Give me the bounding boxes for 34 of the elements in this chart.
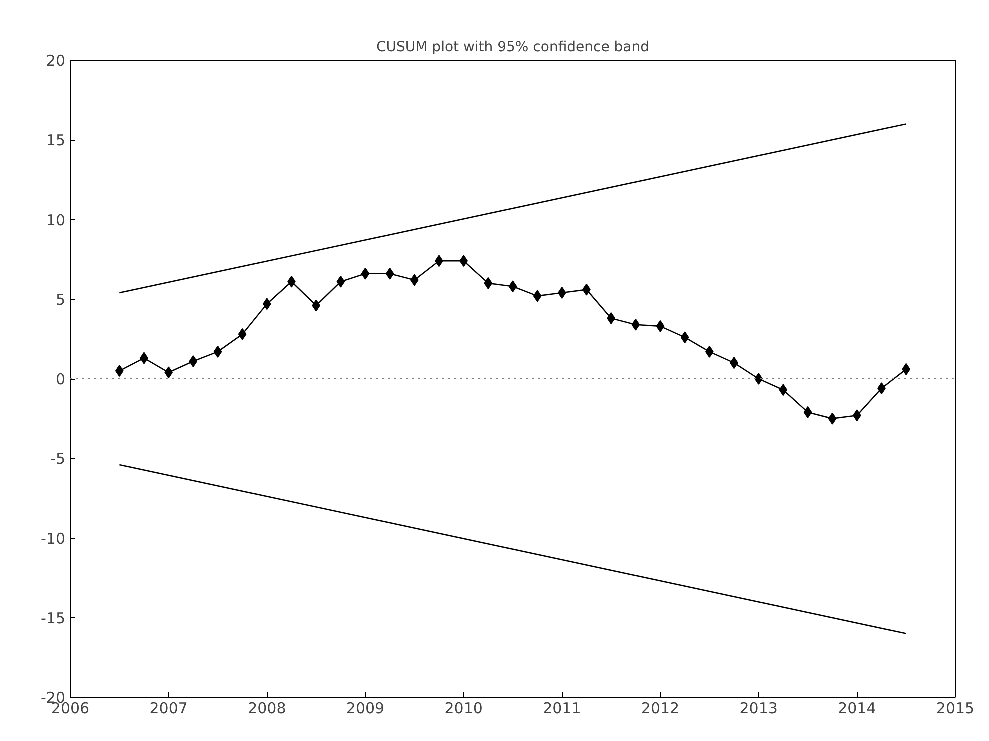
x-tick-label: 2011 [543, 700, 582, 718]
x-tick-label: 2012 [641, 700, 680, 718]
point [238, 328, 247, 340]
point [632, 318, 640, 331]
point [754, 373, 763, 385]
y-tick-label: -15 [41, 609, 66, 628]
y-tick-label: 20 [46, 52, 66, 70]
point [361, 268, 370, 280]
x-tick-label: 2010 [444, 700, 483, 718]
point [779, 384, 788, 396]
y-tick-label: -5 [50, 450, 66, 468]
x-tick-label: 2008 [248, 700, 286, 718]
point [214, 346, 222, 358]
chart-title: CUSUM plot with 95% confidence band [376, 40, 650, 56]
point [484, 277, 493, 290]
x-tick-label: 2013 [740, 700, 778, 718]
point [508, 280, 518, 293]
y-tick-label: 10 [46, 211, 66, 230]
y-tick-label: 15 [46, 132, 66, 150]
x-tick-label: 2014 [838, 700, 876, 718]
point [828, 412, 837, 425]
point [533, 290, 542, 302]
y-tick-label: -10 [41, 530, 66, 548]
x-tick-label: 2007 [150, 700, 188, 718]
point [656, 320, 665, 332]
point [386, 268, 394, 280]
point [336, 276, 346, 288]
point [804, 406, 812, 418]
y-tick-label: 0 [56, 370, 66, 388]
point [189, 355, 198, 368]
x-tick-label: 2009 [346, 700, 385, 718]
point [680, 332, 690, 344]
y-tick-label: 5 [56, 290, 66, 309]
x-tick-label: 2015 [936, 700, 975, 718]
